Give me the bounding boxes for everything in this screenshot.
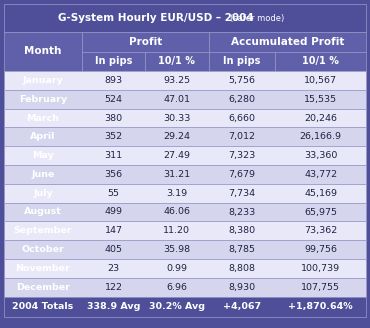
Text: 31.21: 31.21 bbox=[163, 170, 191, 179]
Bar bbox=[4, 32, 82, 71]
Text: 6.96: 6.96 bbox=[166, 283, 187, 292]
Text: 8,380: 8,380 bbox=[228, 226, 256, 235]
Text: 29.24: 29.24 bbox=[163, 132, 190, 141]
Bar bbox=[209, 51, 276, 71]
Text: 26,166.9: 26,166.9 bbox=[300, 132, 342, 141]
Text: 338.9 Avg: 338.9 Avg bbox=[87, 302, 140, 311]
Text: 3.19: 3.19 bbox=[166, 189, 188, 198]
Text: 7,012: 7,012 bbox=[229, 132, 256, 141]
Text: Month: Month bbox=[24, 47, 61, 56]
Text: February: February bbox=[19, 95, 67, 104]
Bar bbox=[4, 109, 366, 127]
Text: May: May bbox=[32, 151, 54, 160]
Text: 47.01: 47.01 bbox=[163, 95, 190, 104]
Text: 55: 55 bbox=[108, 189, 120, 198]
Bar bbox=[4, 203, 366, 221]
Text: September: September bbox=[14, 226, 72, 235]
Text: 7,734: 7,734 bbox=[228, 189, 256, 198]
Text: 0.99: 0.99 bbox=[166, 264, 187, 273]
Text: January: January bbox=[23, 76, 63, 85]
Text: March: March bbox=[26, 113, 60, 122]
Text: December: December bbox=[16, 283, 70, 292]
Bar bbox=[4, 165, 366, 184]
Text: 99,756: 99,756 bbox=[304, 245, 337, 254]
Text: 499: 499 bbox=[104, 208, 122, 216]
Text: November: November bbox=[16, 264, 70, 273]
Text: 10/1 %: 10/1 % bbox=[158, 56, 195, 66]
Text: 893: 893 bbox=[104, 76, 122, 85]
Bar bbox=[82, 32, 209, 51]
Text: June: June bbox=[31, 170, 55, 179]
Bar bbox=[209, 32, 366, 51]
Text: 46.06: 46.06 bbox=[163, 208, 190, 216]
Text: 2004 Totals: 2004 Totals bbox=[12, 302, 74, 311]
Bar bbox=[4, 4, 366, 32]
Text: 33,360: 33,360 bbox=[304, 151, 337, 160]
Text: 405: 405 bbox=[104, 245, 122, 254]
Text: 6,660: 6,660 bbox=[229, 113, 256, 122]
Text: 45,169: 45,169 bbox=[304, 189, 337, 198]
Text: 43,772: 43,772 bbox=[304, 170, 337, 179]
Text: 352: 352 bbox=[104, 132, 122, 141]
Text: 100,739: 100,739 bbox=[301, 264, 340, 273]
Text: 27.49: 27.49 bbox=[163, 151, 190, 160]
Text: Accumulated Profit: Accumulated Profit bbox=[231, 37, 344, 47]
Bar bbox=[4, 221, 366, 240]
Text: G-System Hourly EUR/USD – 2004: G-System Hourly EUR/USD – 2004 bbox=[58, 13, 254, 23]
Bar bbox=[276, 51, 366, 71]
Text: 356: 356 bbox=[104, 170, 122, 179]
Text: 23: 23 bbox=[107, 264, 120, 273]
Bar bbox=[4, 146, 366, 165]
Text: 35.98: 35.98 bbox=[163, 245, 191, 254]
Bar bbox=[4, 184, 366, 203]
Text: 7,323: 7,323 bbox=[228, 151, 256, 160]
Text: (safer mode): (safer mode) bbox=[230, 13, 285, 23]
Text: 7,679: 7,679 bbox=[229, 170, 256, 179]
Text: 30.2% Avg: 30.2% Avg bbox=[149, 302, 205, 311]
Text: 93.25: 93.25 bbox=[163, 76, 191, 85]
Text: 311: 311 bbox=[104, 151, 122, 160]
Text: 8,233: 8,233 bbox=[228, 208, 256, 216]
Bar bbox=[145, 51, 209, 71]
Bar bbox=[4, 278, 366, 297]
Text: October: October bbox=[21, 245, 64, 254]
Bar bbox=[4, 71, 366, 90]
Text: Profit: Profit bbox=[128, 37, 162, 47]
Text: +4,067: +4,067 bbox=[223, 302, 261, 311]
Text: 122: 122 bbox=[104, 283, 122, 292]
Bar bbox=[82, 51, 145, 71]
Text: +1,870.64%: +1,870.64% bbox=[289, 302, 353, 311]
Text: 524: 524 bbox=[104, 95, 122, 104]
Text: 10,567: 10,567 bbox=[304, 76, 337, 85]
Text: August: August bbox=[24, 208, 62, 216]
Bar bbox=[4, 297, 366, 317]
Text: 147: 147 bbox=[104, 226, 122, 235]
Text: 107,755: 107,755 bbox=[301, 283, 340, 292]
Bar bbox=[4, 240, 366, 259]
Text: July: July bbox=[33, 189, 53, 198]
Text: 11.20: 11.20 bbox=[163, 226, 190, 235]
Text: 10/1 %: 10/1 % bbox=[302, 56, 339, 66]
Text: 73,362: 73,362 bbox=[304, 226, 337, 235]
Text: 380: 380 bbox=[104, 113, 122, 122]
Text: In pips: In pips bbox=[95, 56, 132, 66]
Text: 30.33: 30.33 bbox=[163, 113, 191, 122]
Text: 65,975: 65,975 bbox=[304, 208, 337, 216]
Text: 20,246: 20,246 bbox=[304, 113, 337, 122]
Text: 5,756: 5,756 bbox=[229, 76, 256, 85]
Text: 6,280: 6,280 bbox=[229, 95, 256, 104]
Text: 8,785: 8,785 bbox=[229, 245, 256, 254]
Text: 15,535: 15,535 bbox=[304, 95, 337, 104]
Bar bbox=[4, 127, 366, 146]
Bar bbox=[4, 90, 366, 109]
Text: In pips: In pips bbox=[223, 56, 261, 66]
Text: April: April bbox=[30, 132, 56, 141]
Text: 8,808: 8,808 bbox=[229, 264, 256, 273]
Bar bbox=[4, 259, 366, 278]
Text: 8,930: 8,930 bbox=[228, 283, 256, 292]
